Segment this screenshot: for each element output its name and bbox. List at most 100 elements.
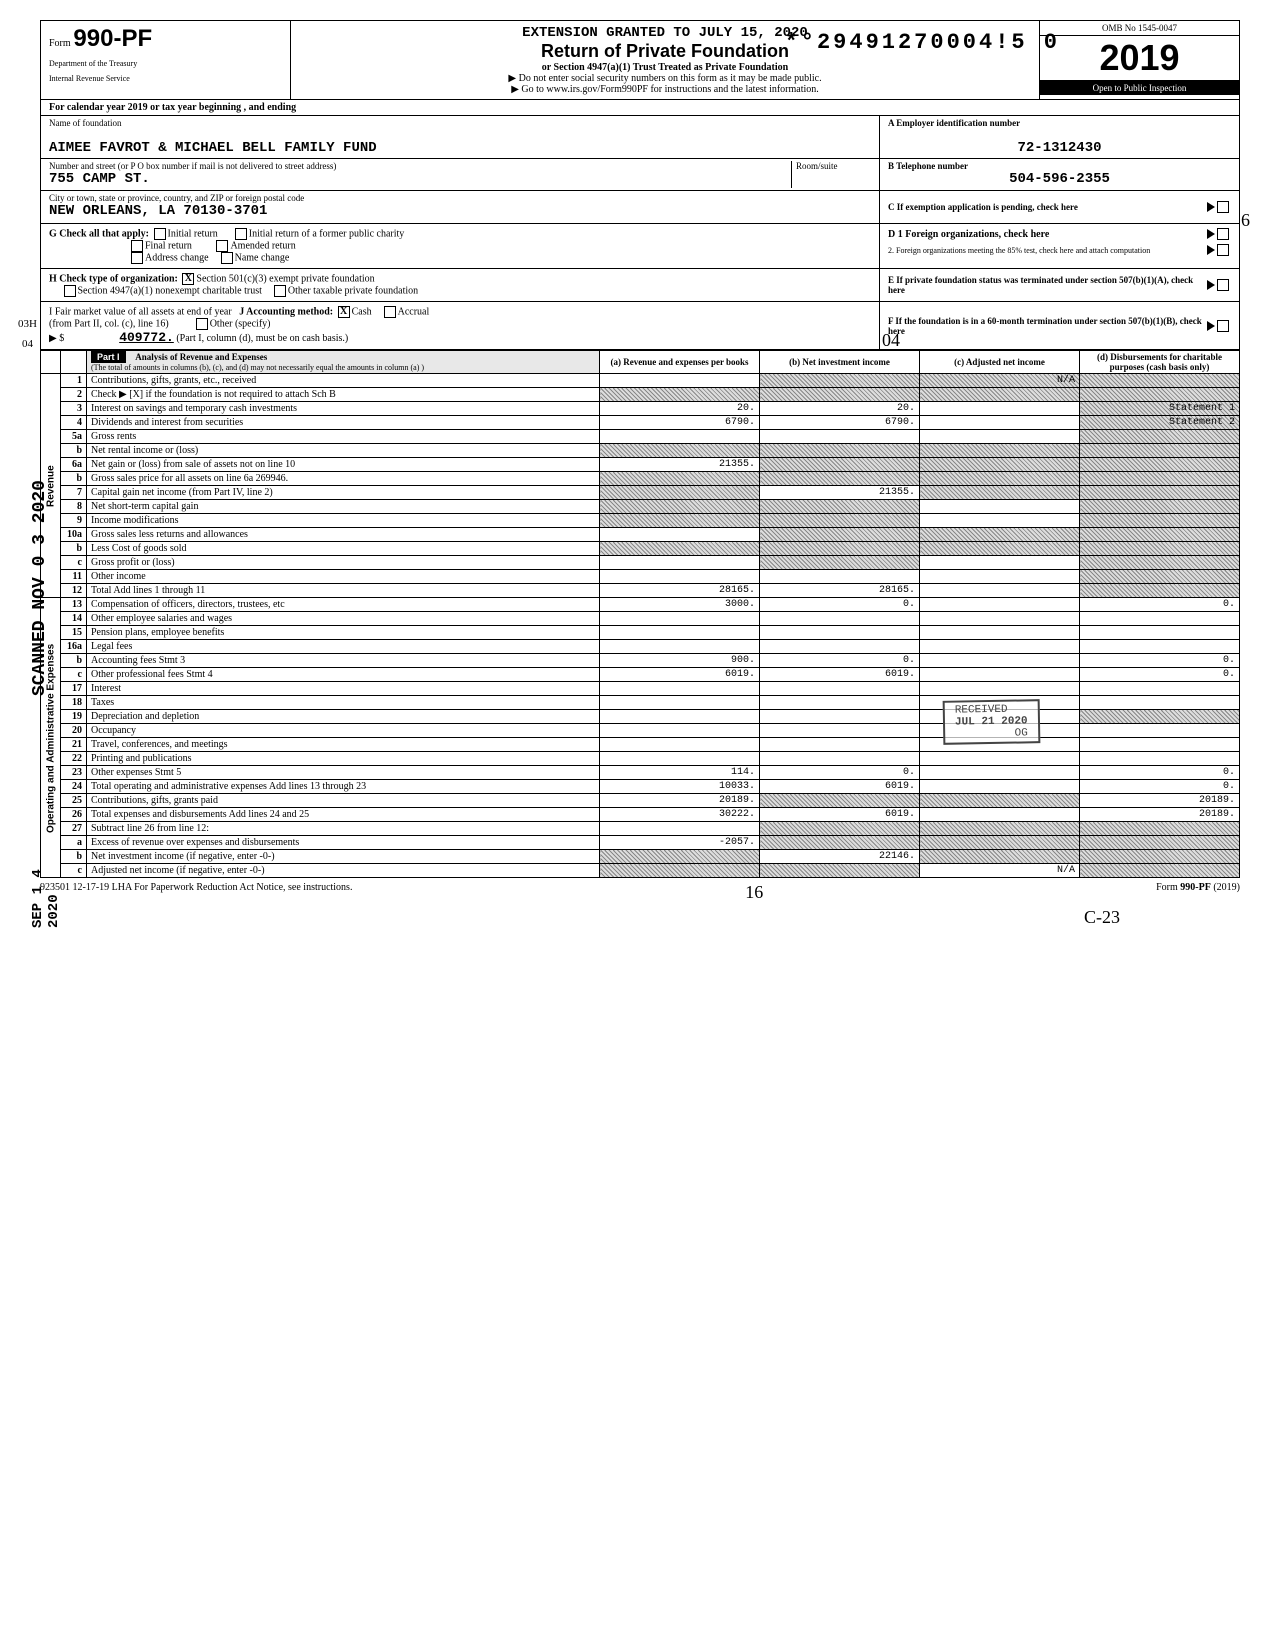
value-cell bbox=[600, 542, 760, 556]
table-row: 14Other employee salaries and wages bbox=[41, 612, 1240, 626]
handwritten-04r: 04 bbox=[882, 330, 900, 351]
accrual-checkbox[interactable] bbox=[384, 306, 396, 318]
table-row: Revenue1Contributions, gifts, grants, et… bbox=[41, 374, 1240, 388]
other-taxable-label: Other taxable private foundation bbox=[288, 285, 418, 296]
line-number: 20 bbox=[61, 724, 87, 738]
value-cell bbox=[1080, 822, 1240, 836]
value-cell: 6790. bbox=[760, 416, 920, 430]
line-number: 9 bbox=[61, 514, 87, 528]
value-cell bbox=[1080, 724, 1240, 738]
line-number: 24 bbox=[61, 780, 87, 794]
name-change-label: Name change bbox=[235, 252, 290, 263]
form-subtitle3: ▶ Go to www.irs.gov/Form990PF for instru… bbox=[295, 84, 1035, 95]
cash-label: Cash bbox=[352, 306, 372, 317]
4947a1-label: Section 4947(a)(1) nonexempt charitable … bbox=[78, 285, 262, 296]
received-stamp: RECEIVED JUL 21 2020 OG bbox=[943, 699, 1040, 745]
line-description: Less Cost of goods sold bbox=[87, 542, 600, 556]
status-terminated-checkbox[interactable] bbox=[1217, 279, 1229, 291]
value-cell bbox=[600, 500, 760, 514]
arrow-icon bbox=[1207, 229, 1215, 239]
value-cell bbox=[920, 444, 1080, 458]
part1-note: (The total of amounts in columns (b), (c… bbox=[91, 363, 424, 372]
accrual-label: Accrual bbox=[398, 306, 430, 317]
value-cell: 21355. bbox=[760, 486, 920, 500]
value-cell bbox=[920, 416, 1080, 430]
initial-return-checkbox[interactable] bbox=[154, 228, 166, 240]
identity-block: Name of foundation AIMEE FAVROT & MICHAE… bbox=[40, 116, 1240, 224]
line-number: 12 bbox=[61, 584, 87, 598]
value-cell bbox=[920, 402, 1080, 416]
part1-title: Analysis of Revenue and Expenses bbox=[135, 352, 267, 362]
form-subtitle2: ▶ Do not enter social security numbers o… bbox=[295, 73, 1035, 84]
g-label: G Check all that apply: bbox=[49, 228, 149, 239]
line-number: 19 bbox=[61, 710, 87, 724]
value-cell bbox=[920, 472, 1080, 486]
line-description: Income modifications bbox=[87, 514, 600, 528]
other-method-checkbox[interactable] bbox=[196, 318, 208, 330]
amended-return-checkbox[interactable] bbox=[216, 240, 228, 252]
table-row: 26Total expenses and disbursements Add l… bbox=[41, 808, 1240, 822]
line-number: 27 bbox=[61, 822, 87, 836]
value-cell bbox=[920, 570, 1080, 584]
value-cell: 0. bbox=[760, 654, 920, 668]
table-row: 19Depreciation and depletion bbox=[41, 710, 1240, 724]
line-description: Total expenses and disbursements Add lin… bbox=[87, 808, 600, 822]
handwritten-16: 16 bbox=[745, 882, 763, 903]
name-label: Name of foundation bbox=[49, 118, 871, 128]
value-cell: 6019. bbox=[760, 780, 920, 794]
line-description: Other employee salaries and wages bbox=[87, 612, 600, 626]
value-cell: 20189. bbox=[600, 794, 760, 808]
value-cell bbox=[920, 682, 1080, 696]
table-row: bGross sales price for all assets on lin… bbox=[41, 472, 1240, 486]
4947a1-checkbox[interactable] bbox=[64, 285, 76, 297]
address-change-checkbox[interactable] bbox=[131, 252, 143, 264]
exemption-pending-checkbox[interactable] bbox=[1217, 201, 1229, 213]
value-cell bbox=[600, 850, 760, 864]
foreign-85-checkbox[interactable] bbox=[1217, 244, 1229, 256]
handwritten-04: 04 bbox=[22, 338, 33, 350]
line-number: b bbox=[61, 542, 87, 556]
value-cell bbox=[600, 514, 760, 528]
foreign-org-checkbox[interactable] bbox=[1217, 228, 1229, 240]
value-cell bbox=[760, 444, 920, 458]
value-cell: 28165. bbox=[760, 584, 920, 598]
arrow-icon bbox=[1207, 245, 1215, 255]
cash-checkbox[interactable] bbox=[338, 306, 350, 318]
value-cell bbox=[1080, 836, 1240, 850]
other-taxable-checkbox[interactable] bbox=[274, 285, 286, 297]
value-cell: 3000. bbox=[600, 598, 760, 612]
col-a-header: (a) Revenue and expenses per books bbox=[600, 351, 760, 374]
name-change-checkbox[interactable] bbox=[221, 252, 233, 264]
value-cell bbox=[760, 794, 920, 808]
table-row: 5aGross rents bbox=[41, 430, 1240, 444]
other-method-label: Other (specify) bbox=[210, 318, 271, 329]
value-cell bbox=[920, 766, 1080, 780]
dln-stamp: *°29491270004!5 0 bbox=[785, 30, 1060, 55]
initial-former-checkbox[interactable] bbox=[235, 228, 247, 240]
60month-checkbox[interactable] bbox=[1217, 320, 1229, 332]
f-label: F If the foundation is in a 60-month ter… bbox=[888, 316, 1203, 336]
value-cell: 0. bbox=[1080, 668, 1240, 682]
value-cell bbox=[920, 836, 1080, 850]
d1-label: D 1 Foreign organizations, check here bbox=[888, 229, 1203, 240]
line-number: 26 bbox=[61, 808, 87, 822]
line-number: 16a bbox=[61, 640, 87, 654]
line-description: Taxes bbox=[87, 696, 600, 710]
value-cell bbox=[600, 696, 760, 710]
line-description: Adjusted net income (if negative, enter … bbox=[87, 864, 600, 878]
line-number: c bbox=[61, 864, 87, 878]
opadmin-section-label: Operating and Administrative Expenses bbox=[41, 598, 61, 878]
value-cell bbox=[600, 738, 760, 752]
value-cell bbox=[1080, 374, 1240, 388]
value-cell bbox=[600, 612, 760, 626]
501c3-checkbox[interactable] bbox=[182, 273, 194, 285]
line-description: Net rental income or (loss) bbox=[87, 444, 600, 458]
e-label: E If private foundation status was termi… bbox=[888, 275, 1203, 295]
value-cell bbox=[760, 626, 920, 640]
value-cell bbox=[760, 738, 920, 752]
phone-value: 504-596-2355 bbox=[888, 171, 1231, 187]
value-cell: N/A bbox=[920, 864, 1080, 878]
final-return-checkbox[interactable] bbox=[131, 240, 143, 252]
dept-treasury: Department of the Treasury bbox=[49, 59, 282, 68]
line-number: 21 bbox=[61, 738, 87, 752]
